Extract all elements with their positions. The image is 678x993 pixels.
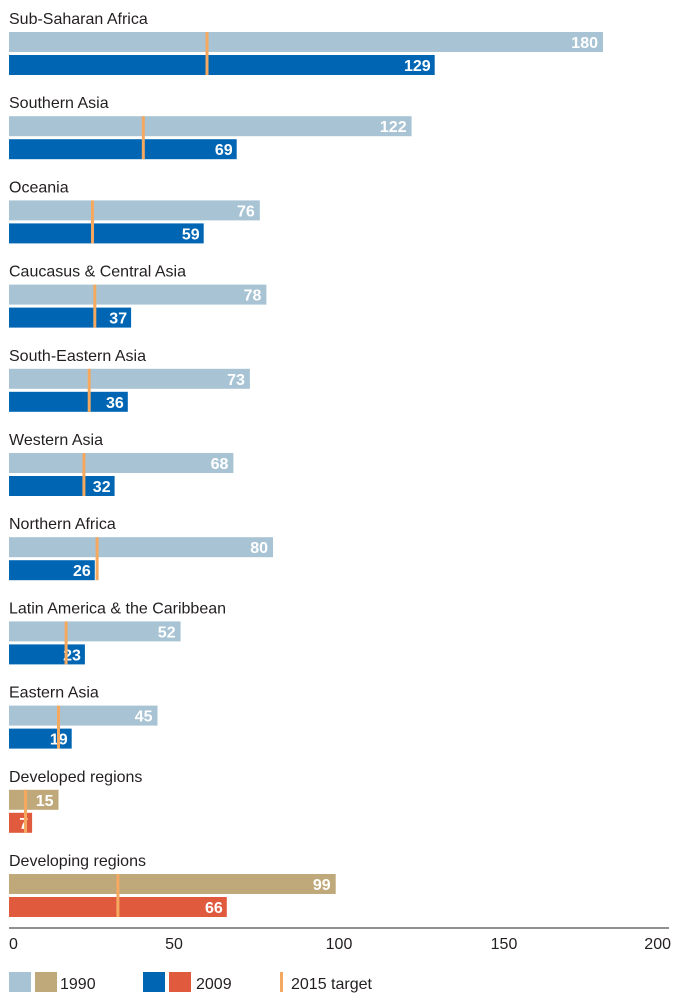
value-label-2009-caucasus-and-central-asia: 37 xyxy=(109,311,127,328)
region-label-developing-regions: Developing regions xyxy=(9,853,146,870)
target-marker-western-asia xyxy=(82,453,86,496)
region-label-sub-saharan-africa: Sub-Saharan Africa xyxy=(9,11,148,28)
bar-1990-developing-regions xyxy=(9,874,336,894)
value-label-2009-southern-asia: 69 xyxy=(215,142,233,159)
value-label-2009-south-eastern-asia: 36 xyxy=(106,395,124,412)
bar-1990-northern-africa xyxy=(9,537,273,558)
region-label-developed-regions: Developed regions xyxy=(9,769,142,786)
target-marker-sub-saharan-africa xyxy=(205,32,209,75)
value-label-1990-sub-saharan-africa: 180 xyxy=(571,35,598,52)
target-marker-developed-regions xyxy=(24,789,27,833)
bar-2009-sub-saharan-africa xyxy=(9,55,435,75)
target-marker-south-eastern-asia xyxy=(87,368,91,412)
target-marker-oceania xyxy=(90,200,94,244)
legend: 1990 2009 2015 target xyxy=(9,972,373,993)
bar-1990-south-eastern-asia xyxy=(9,368,250,389)
bar-2009-south-eastern-asia xyxy=(9,391,128,412)
legend-label-2009: 2009 xyxy=(196,976,232,993)
bar-1990-caucasus-and-central-asia xyxy=(9,284,267,305)
value-label-1990-caucasus-and-central-asia: 78 xyxy=(244,288,262,305)
bar-2009-western-asia xyxy=(9,476,115,496)
legend-swatch-target xyxy=(280,972,283,992)
x-tick-label-100: 100 xyxy=(326,936,353,953)
value-label-1990-south-eastern-asia: 73 xyxy=(227,372,245,389)
value-label-1990-oceania: 76 xyxy=(237,203,255,220)
target-marker-eastern-asia xyxy=(57,705,60,749)
bar-2009-eastern-asia xyxy=(9,728,72,749)
region-label-caucasus-and-central-asia: Caucasus & Central Asia xyxy=(9,264,186,281)
target-marker-northern-africa xyxy=(95,537,99,581)
region-label-oceania: Oceania xyxy=(9,179,69,196)
bar-1990-western-asia xyxy=(9,453,234,473)
value-label-2009-northern-africa: 26 xyxy=(73,563,91,580)
region-label-eastern-asia: Eastern Asia xyxy=(9,685,99,702)
x-axis: 0 50 100 150 200 xyxy=(9,927,671,953)
bars-layer: Sub-Saharan Africa 180 129 Southern Asia 122… xyxy=(9,11,603,917)
value-label-1990-developed-regions: 15 xyxy=(36,793,54,810)
value-label-1990-eastern-asia: 45 xyxy=(135,709,153,726)
value-label-2009-sub-saharan-africa: 129 xyxy=(404,58,431,75)
target-marker-latin-america-and-the-caribbean xyxy=(64,621,68,665)
x-tick-label-0: 0 xyxy=(9,936,18,953)
value-label-1990-northern-africa: 80 xyxy=(250,540,268,557)
x-tick-label-150: 150 xyxy=(491,936,518,953)
bar-1990-eastern-asia xyxy=(9,705,158,726)
bar-1990-southern-asia xyxy=(9,116,412,137)
value-label-2009-western-asia: 32 xyxy=(93,479,111,496)
value-label-1990-developing-regions: 99 xyxy=(313,877,331,894)
legend-swatch-2009-regions xyxy=(143,972,165,992)
value-label-1990-southern-asia: 122 xyxy=(380,119,407,136)
target-marker-caucasus-and-central-asia xyxy=(93,284,97,328)
target-marker-southern-asia xyxy=(141,116,145,160)
bar-1990-latin-america-and-the-caribbean xyxy=(9,621,181,642)
value-label-2009-oceania: 59 xyxy=(182,226,200,243)
bar-2009-oceania xyxy=(9,223,204,244)
region-label-western-asia: Western Asia xyxy=(9,432,103,449)
bar-2009-northern-africa xyxy=(9,560,95,581)
legend-label-target: 2015 target xyxy=(291,976,373,993)
region-label-south-eastern-asia: South-Eastern Asia xyxy=(9,348,146,365)
region-label-latin-america-and-the-caribbean: Latin America & the Caribbean xyxy=(9,600,226,617)
bar-1990-sub-saharan-africa xyxy=(9,32,603,52)
x-tick-label-200: 200 xyxy=(644,936,671,953)
value-label-2009-developing-regions: 66 xyxy=(205,900,223,917)
x-tick-label-50: 50 xyxy=(165,936,183,953)
bar-1990-developed-regions xyxy=(9,789,59,810)
legend-label-1990: 1990 xyxy=(60,976,96,993)
bar-2009-caucasus-and-central-asia xyxy=(9,307,132,328)
region-label-northern-africa: Northern Africa xyxy=(9,516,116,533)
value-label-1990-latin-america-and-the-caribbean: 52 xyxy=(158,624,176,641)
bar-1990-oceania xyxy=(9,200,260,221)
region-label-southern-asia: Southern Asia xyxy=(9,95,109,112)
target-marker-developing-regions xyxy=(116,874,120,917)
bar-2009-southern-asia xyxy=(9,139,237,160)
legend-swatch-1990-aggregates xyxy=(35,972,57,992)
value-label-2009-developed-regions: 7 xyxy=(19,816,28,833)
value-label-1990-western-asia: 68 xyxy=(211,456,229,473)
legend-swatch-1990-regions xyxy=(9,972,31,992)
legend-swatch-2009-aggregates xyxy=(169,972,191,992)
